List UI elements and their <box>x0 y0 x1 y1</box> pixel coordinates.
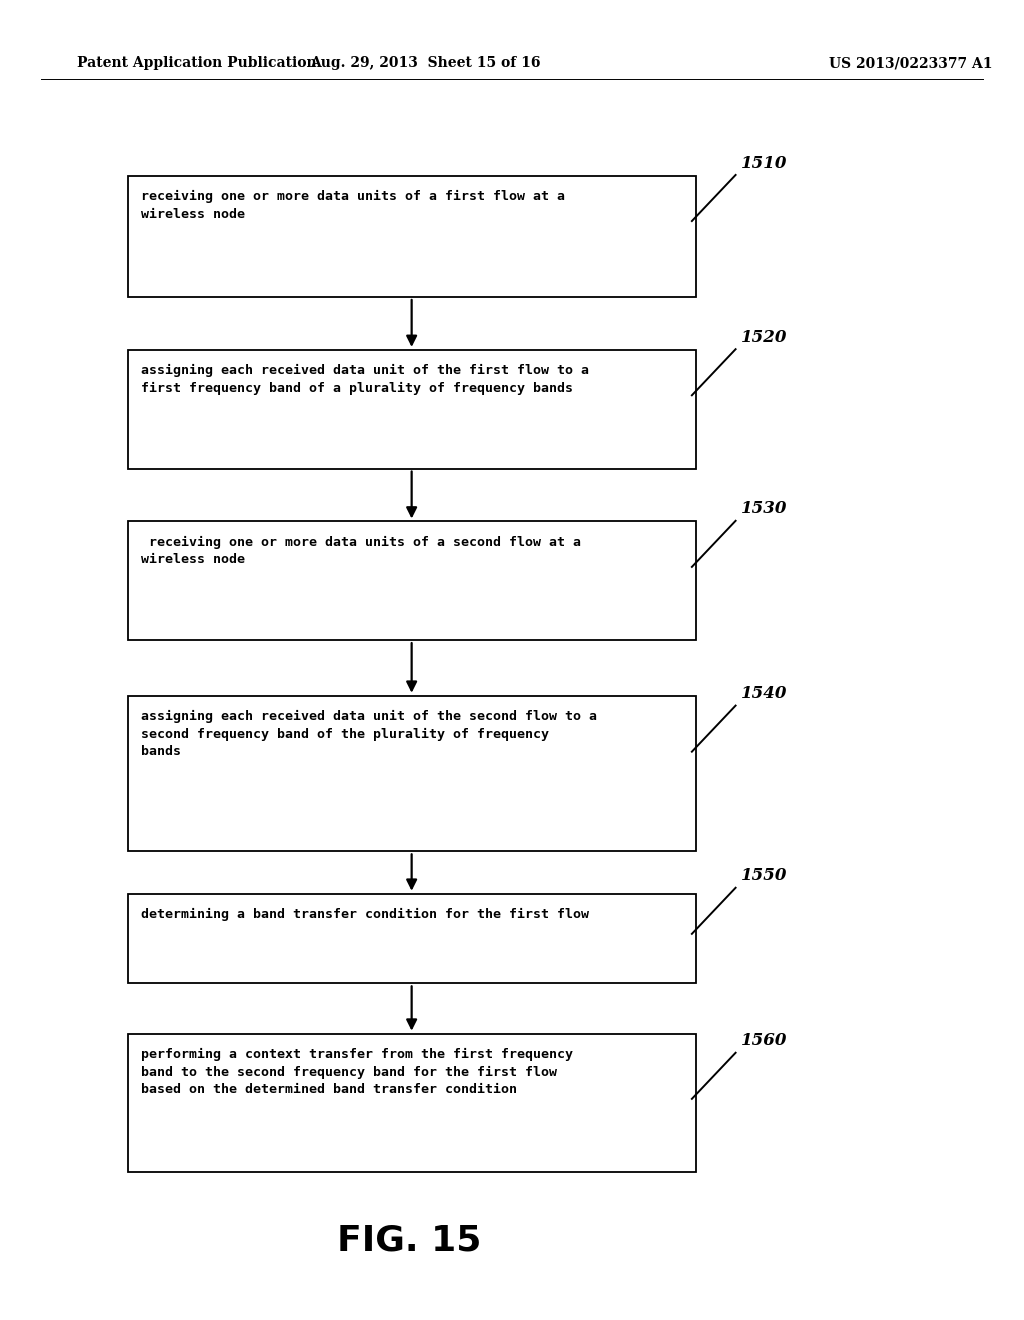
Text: Aug. 29, 2013  Sheet 15 of 16: Aug. 29, 2013 Sheet 15 of 16 <box>309 57 541 70</box>
Text: 1550: 1550 <box>741 867 787 884</box>
FancyBboxPatch shape <box>128 696 696 851</box>
Text: determining a band transfer condition for the first flow: determining a band transfer condition fo… <box>141 908 590 921</box>
Text: 1510: 1510 <box>741 154 787 172</box>
Text: FIG. 15: FIG. 15 <box>338 1224 481 1258</box>
FancyBboxPatch shape <box>128 176 696 297</box>
FancyBboxPatch shape <box>128 521 696 640</box>
Text: 1540: 1540 <box>741 685 787 702</box>
Text: 1520: 1520 <box>741 329 787 346</box>
Text: receiving one or more data units of a first flow at a
wireless node: receiving one or more data units of a fi… <box>141 190 565 220</box>
Text: assigning each received data unit of the first flow to a
first frequency band of: assigning each received data unit of the… <box>141 364 590 395</box>
FancyBboxPatch shape <box>128 894 696 983</box>
FancyBboxPatch shape <box>128 1034 696 1172</box>
Text: 1560: 1560 <box>741 1032 787 1049</box>
FancyBboxPatch shape <box>128 350 696 469</box>
Text: Patent Application Publication: Patent Application Publication <box>77 57 316 70</box>
Text: receiving one or more data units of a second flow at a
wireless node: receiving one or more data units of a se… <box>141 536 582 566</box>
Text: US 2013/0223377 A1: US 2013/0223377 A1 <box>829 57 993 70</box>
Text: 1530: 1530 <box>741 500 787 517</box>
Text: assigning each received data unit of the second flow to a
second frequency band : assigning each received data unit of the… <box>141 710 597 759</box>
Text: performing a context transfer from the first frequency
band to the second freque: performing a context transfer from the f… <box>141 1048 573 1097</box>
